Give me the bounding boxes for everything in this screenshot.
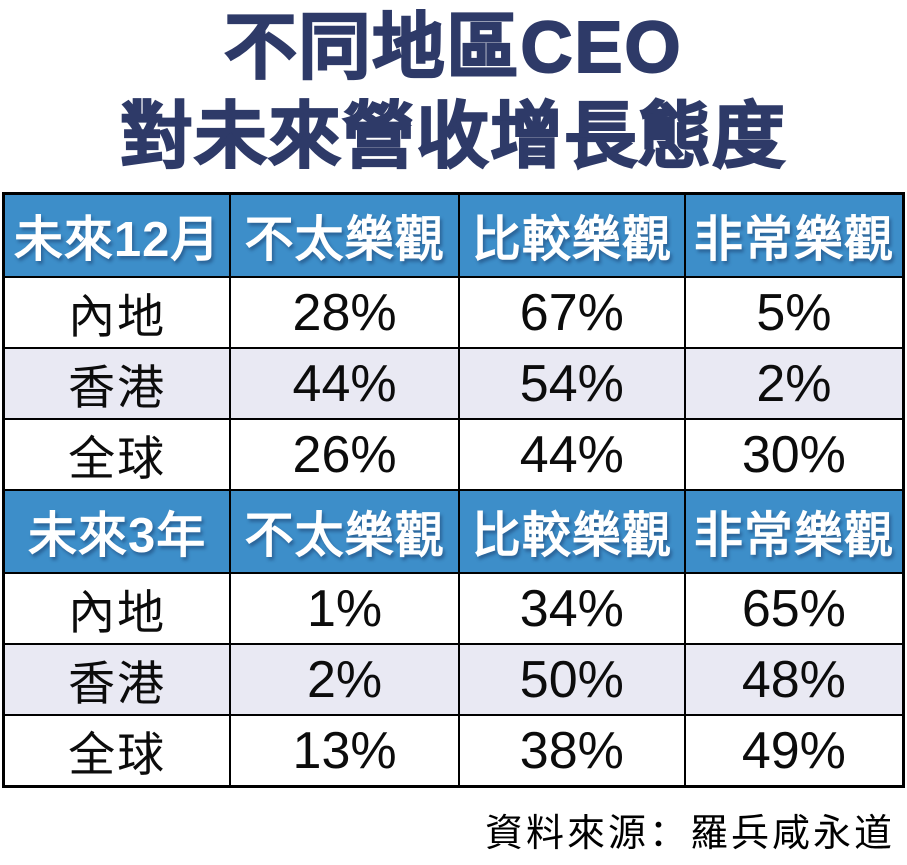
value-cell: 2% xyxy=(229,643,460,716)
attitude-header-cell: 比較樂觀 xyxy=(457,192,686,278)
value-cell: 13% xyxy=(229,714,460,788)
table-row-global-12m: 全球 26% 44% 30% xyxy=(2,418,905,491)
attitude-header-cell: 不太樂觀 xyxy=(229,192,460,278)
value-cell: 44% xyxy=(457,418,686,491)
period-header-cell: 未來3年 xyxy=(2,489,232,574)
value-cell: 67% xyxy=(457,276,686,349)
value-cell: 38% xyxy=(457,714,686,788)
region-cell: 內地 xyxy=(2,572,232,645)
table-row-global-3y: 全球 13% 38% 49% xyxy=(2,714,905,788)
period-header-cell: 未來12月 xyxy=(2,192,232,278)
table-row-mainland-3y: 內地 1% 34% 65% xyxy=(2,572,905,645)
value-cell: 34% xyxy=(457,572,686,645)
attitude-header-cell: 比較樂觀 xyxy=(457,489,686,574)
attitude-header-cell: 非常樂觀 xyxy=(683,192,905,278)
value-cell: 26% xyxy=(229,418,460,491)
region-cell: 內地 xyxy=(2,276,232,349)
value-cell: 54% xyxy=(457,347,686,420)
value-cell: 30% xyxy=(683,418,905,491)
table-row-hongkong-3y: 香港 2% 50% 48% xyxy=(2,643,905,716)
table-row-mainland-12m: 內地 28% 67% 5% xyxy=(2,276,905,349)
title-line-1: 不同地區CEO xyxy=(223,7,683,89)
attitude-header-cell: 不太樂觀 xyxy=(229,489,460,574)
ceo-attitude-table: 未來12月 不太樂觀 比較樂觀 非常樂觀 內地 28% 67% 5% 香港 44… xyxy=(2,192,905,788)
region-cell: 香港 xyxy=(2,347,232,420)
region-cell: 香港 xyxy=(2,643,232,716)
value-cell: 48% xyxy=(683,643,905,716)
title-line-2: 對未來營收增長態度 xyxy=(119,96,787,178)
table-row-hongkong-12m: 香港 44% 54% 2% xyxy=(2,347,905,420)
page-title: 不同地區CEO 對未來營收增長態度 xyxy=(0,0,907,182)
value-cell: 49% xyxy=(683,714,905,788)
region-cell: 全球 xyxy=(2,714,232,788)
attitude-header-cell: 非常樂觀 xyxy=(683,489,905,574)
value-cell: 50% xyxy=(457,643,686,716)
table-header-3-years: 未來3年 不太樂觀 比較樂觀 非常樂觀 xyxy=(2,489,905,574)
region-cell: 全球 xyxy=(2,418,232,491)
table-header-12-months: 未來12月 不太樂觀 比較樂觀 非常樂觀 xyxy=(2,192,905,278)
value-cell: 2% xyxy=(683,347,905,420)
value-cell: 65% xyxy=(683,572,905,645)
value-cell: 1% xyxy=(229,572,460,645)
value-cell: 5% xyxy=(683,276,905,349)
data-source-credit: 資料來源：羅兵咸永道 xyxy=(484,811,895,855)
value-cell: 28% xyxy=(229,276,460,349)
value-cell: 44% xyxy=(229,347,460,420)
